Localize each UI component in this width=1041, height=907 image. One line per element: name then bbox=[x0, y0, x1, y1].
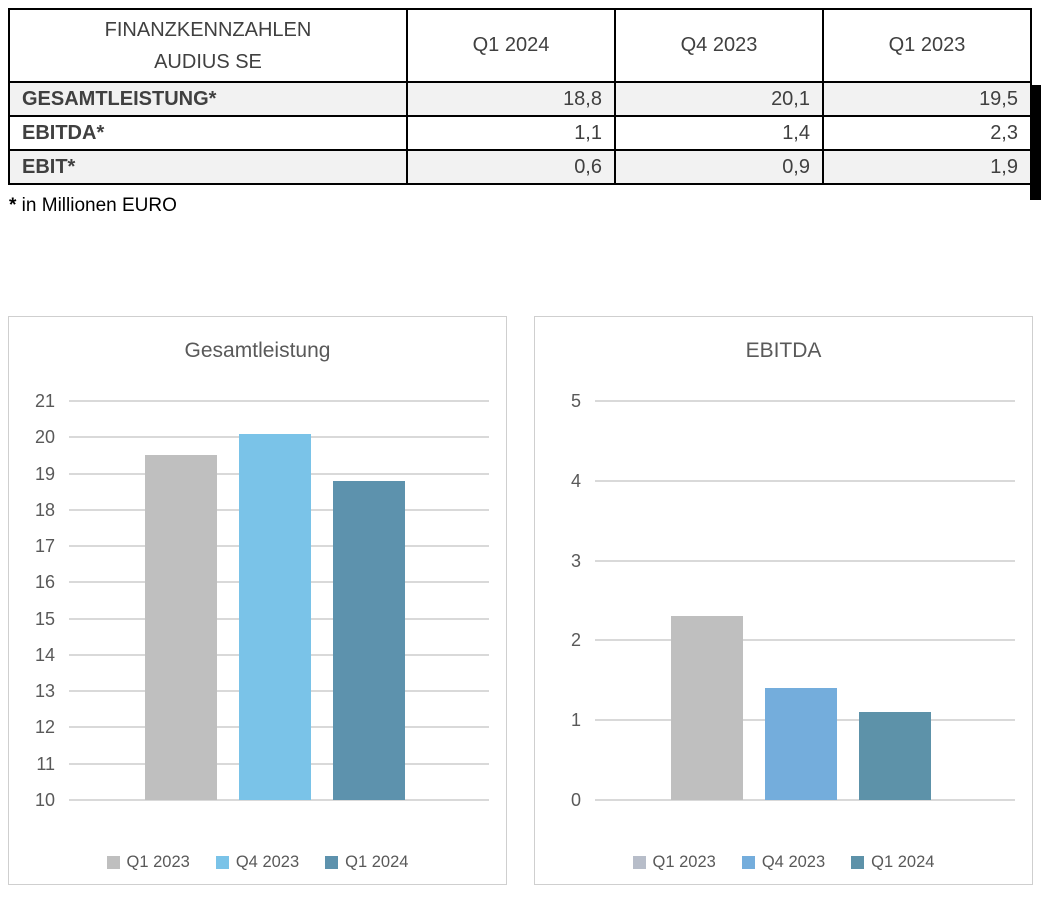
y-axis-tick-label: 21 bbox=[34, 391, 55, 411]
legend-label: Q1 2024 bbox=[345, 853, 409, 871]
row-label: EBITDA* bbox=[8, 115, 408, 151]
legend-swatch-icon bbox=[632, 856, 646, 869]
table-row-ebitda: EBITDA* 1,1 1,4 2,3 bbox=[8, 115, 1032, 151]
legend-label: Q1 2023 bbox=[652, 853, 716, 871]
bar-q1-2023 bbox=[145, 455, 217, 800]
footnote-asterisk: * bbox=[9, 195, 17, 216]
cell-value: 1,4 bbox=[614, 115, 824, 151]
table-corner-title: FINANZKENNZAHLEN AUDIUS SE bbox=[8, 8, 408, 83]
financial-table: FINANZKENNZAHLEN AUDIUS SE Q1 2024 Q4 20… bbox=[8, 8, 1032, 185]
cell-value: 18,8 bbox=[406, 81, 616, 117]
legend-item-q1-2023: Q1 2023 bbox=[106, 853, 190, 872]
cell-value: 0,9 bbox=[614, 149, 824, 185]
column-header-q1-2023: Q1 2023 bbox=[822, 8, 1032, 83]
y-axis-tick-label: 11 bbox=[36, 753, 55, 774]
gridline-3 bbox=[595, 559, 1015, 562]
y-axis-tick-label: 13 bbox=[34, 681, 55, 702]
cell-value: 0,6 bbox=[406, 149, 616, 185]
gridline-2 bbox=[595, 639, 1015, 642]
row-label: EBIT* bbox=[8, 149, 408, 185]
chart-gesamtleistung: Gesamtleistung 21 20 19 18 17 16 15 14 13 12 11 10 … bbox=[8, 316, 507, 885]
chart-plot-area: 5 4 3 2 1 0 bbox=[535, 391, 1032, 810]
bar-q1-2024 bbox=[333, 480, 405, 800]
cell-value: 1,1 bbox=[406, 115, 616, 151]
cell-value: 19,5 bbox=[822, 81, 1032, 117]
legend-item-q4-2023: Q4 2023 bbox=[741, 853, 826, 872]
y-axis-tick-label: 17 bbox=[34, 536, 55, 557]
table-row-ebit: EBIT* 0,6 0,9 1,9 bbox=[8, 149, 1032, 185]
chart-legend: Q1 2023 Q4 2023 Q1 2024 bbox=[535, 853, 1032, 872]
legend-item-q4-2023: Q4 2023 bbox=[215, 853, 300, 872]
report-page: FINANZKENNZAHLEN AUDIUS SE Q1 2024 Q4 20… bbox=[8, 8, 1041, 885]
y-axis-tick-label: 2 bbox=[570, 630, 581, 651]
legend-label: Q1 2023 bbox=[126, 853, 190, 871]
financial-table-wrapper: FINANZKENNZAHLEN AUDIUS SE Q1 2024 Q4 20… bbox=[8, 8, 1041, 200]
table-row-gesamtleistung: GESAMTLEISTUNG* 18,8 20,1 19,5 bbox=[8, 81, 1032, 117]
y-axis-tick-label: 18 bbox=[34, 499, 55, 520]
footnote-text: in Millionen EURO bbox=[16, 195, 177, 216]
bar-q4-2023 bbox=[239, 433, 311, 800]
column-header-q4-2023: Q4 2023 bbox=[614, 8, 824, 83]
bar-q1-2023 bbox=[671, 616, 743, 800]
y-axis-tick-label: 14 bbox=[34, 644, 55, 665]
chart-ebitda: EBITDA 5 4 3 2 1 0 Q1 2023 Q4 2023 Q1 2024 bbox=[534, 316, 1033, 885]
legend-item-q1-2024: Q1 2024 bbox=[325, 853, 408, 872]
legend-swatch-icon bbox=[325, 856, 339, 869]
legend-item-q1-2024: Q1 2024 bbox=[851, 853, 934, 872]
chart-plot-area: 21 20 19 18 17 16 15 14 13 12 11 10 bbox=[9, 391, 506, 810]
column-header-q1-2024: Q1 2024 bbox=[406, 8, 616, 83]
table-title-line1: FINANZKENNZAHLEN bbox=[104, 18, 312, 41]
y-axis-tick-label: 16 bbox=[34, 572, 55, 593]
y-axis-tick-label: 1 bbox=[570, 710, 581, 731]
y-axis-tick-label: 12 bbox=[34, 717, 55, 738]
legend-label: Q1 2024 bbox=[871, 853, 935, 871]
table-title-line2: AUDIUS SE bbox=[154, 50, 262, 73]
chart-legend: Q1 2023 Q4 2023 Q1 2024 bbox=[9, 853, 506, 872]
bar-q4-2023 bbox=[765, 688, 837, 800]
bar-q1-2024 bbox=[859, 712, 931, 800]
legend-label: Q4 2023 bbox=[235, 853, 300, 871]
chart-title: EBITDA bbox=[745, 339, 822, 362]
gridline-10 bbox=[69, 799, 489, 801]
y-axis-tick-label: 5 bbox=[570, 391, 581, 411]
gridline-21 bbox=[69, 400, 489, 402]
gridline-0 bbox=[595, 799, 1015, 801]
y-axis-tick-label: 15 bbox=[34, 608, 55, 629]
chart-title: Gesamtleistung bbox=[184, 339, 331, 362]
row-label: GESAMTLEISTUNG* bbox=[8, 81, 408, 117]
cell-value: 20,1 bbox=[614, 81, 824, 117]
y-axis-tick-label: 19 bbox=[34, 463, 55, 484]
y-axis-tick-label: 3 bbox=[570, 550, 581, 571]
table-right-black-strip bbox=[1030, 85, 1041, 200]
legend-swatch-icon bbox=[106, 856, 120, 869]
y-axis-tick-label: 4 bbox=[570, 470, 581, 491]
cell-value: 2,3 bbox=[822, 115, 1032, 151]
gridline-4 bbox=[595, 479, 1015, 482]
legend-swatch-icon bbox=[851, 856, 865, 869]
legend-label: Q4 2023 bbox=[761, 853, 826, 871]
gridline-5 bbox=[595, 400, 1015, 402]
legend-swatch-icon bbox=[741, 856, 755, 869]
charts-row: Gesamtleistung 21 20 19 18 17 16 15 14 13 12 11 10 … bbox=[8, 316, 1041, 885]
table-header-row: FINANZKENNZAHLEN AUDIUS SE Q1 2024 Q4 20… bbox=[8, 8, 1032, 83]
legend-swatch-icon bbox=[215, 856, 229, 869]
table-footnote: * in Millionen EURO bbox=[9, 195, 1041, 217]
y-axis-tick-label: 10 bbox=[34, 790, 55, 810]
y-axis-tick-label: 20 bbox=[34, 427, 55, 448]
y-axis-tick-label: 0 bbox=[570, 790, 581, 810]
legend-item-q1-2023: Q1 2023 bbox=[632, 853, 716, 872]
cell-value: 1,9 bbox=[822, 149, 1032, 185]
